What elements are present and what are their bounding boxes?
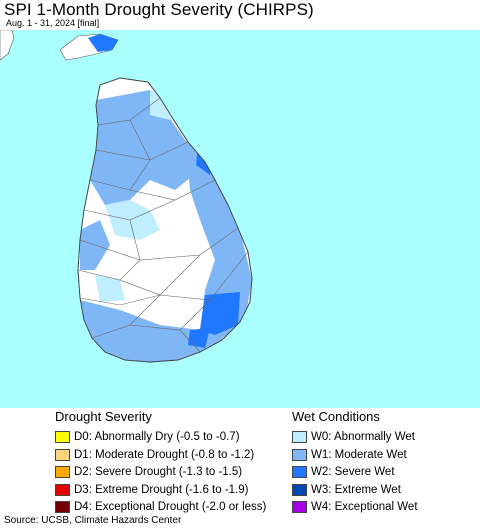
abnormal-wet-3 [95, 275, 125, 302]
wet-legend-swatch [292, 483, 307, 496]
wet-legend-item: W1: Moderate Wet [292, 447, 418, 463]
wet-region-south [80, 300, 225, 362]
wet-legend-swatch [292, 466, 307, 478]
wet-legend-label: W0: Abnormally Wet [311, 431, 415, 443]
drought-legend-swatch [55, 466, 70, 478]
drought-legend-title: Drought Severity [55, 409, 152, 424]
map-title: SPI 1-Month Drought Severity (CHIRPS) [4, 0, 314, 19]
severe-wet-south [188, 328, 210, 348]
drought-legend-swatch [55, 483, 70, 496]
drought-legend-item: D3: Extreme Drought (-1.6 to -1.9) [55, 482, 266, 498]
island-coastline [77, 77, 253, 363]
severe-wet-southeast [200, 292, 240, 335]
source-credit: Source: UCSB, Climate Hazards Center [4, 515, 182, 526]
wet-region-east [185, 140, 252, 340]
drought-legend-swatch [55, 431, 70, 443]
district-boundaries [77, 97, 249, 353]
india-coast [0, 30, 15, 61]
wet-legend-title: Wet Conditions [292, 409, 380, 424]
wet-legend-swatch [292, 501, 307, 513]
wet-legend-swatch [292, 431, 307, 443]
wet-legend-item: W3: Extreme Wet [292, 482, 418, 498]
drought-legend-swatch [55, 501, 70, 513]
map-subtitle: Aug. 1 - 31, 2024 [final] [6, 18, 100, 28]
drought-legend-item: D2: Severe Drought (-1.3 to -1.5) [55, 464, 266, 480]
drought-legend-label: D0: Abnormally Dry (-0.5 to -0.7) [74, 431, 240, 443]
jaffna-wet [88, 34, 118, 52]
wet-legend-item: W2: Severe Wet [292, 464, 418, 480]
drought-legend-item: D1: Moderate Drought (-0.8 to -1.2) [55, 447, 266, 463]
wet-region-north [90, 90, 200, 205]
sri-lanka-map-svg [0, 30, 253, 363]
wet-legend-item: W0: Abnormally Wet [292, 429, 418, 445]
drought-legend: Drought Severity D0: Abnormally Dry (-0.… [55, 409, 266, 517]
wet-legend-label: W3: Extreme Wet [311, 483, 401, 496]
wet-legend: Wet Conditions W0: Abnormally Wet W1: Mod… [292, 409, 418, 517]
drought-map [0, 30, 480, 408]
wet-legend-label: W1: Moderate Wet [311, 448, 407, 461]
drought-legend-label: D4: Exceptional Drought (-2.0 or less) [74, 501, 267, 513]
wet-legend-label: W4: Exceptional Wet [311, 501, 418, 513]
drought-legend-label: D3: Extreme Drought (-1.6 to -1.9) [74, 483, 249, 496]
wet-legend-label: W2: Severe Wet [311, 466, 395, 478]
wet-legend-swatch [292, 448, 307, 461]
drought-legend-item: D4: Exceptional Drought (-2.0 or less) [55, 499, 266, 515]
drought-legend-label: D1: Moderate Drought (-0.8 to -1.2) [74, 448, 255, 461]
drought-legend-swatch [55, 448, 70, 461]
abnormal-wet-1 [105, 200, 160, 240]
drought-legend-label: D2: Severe Drought (-1.3 to -1.5) [74, 466, 243, 478]
wet-legend-item: W4: Exceptional Wet [292, 499, 418, 515]
drought-legend-item: D0: Abnormally Dry (-0.5 to -0.7) [55, 429, 266, 445]
